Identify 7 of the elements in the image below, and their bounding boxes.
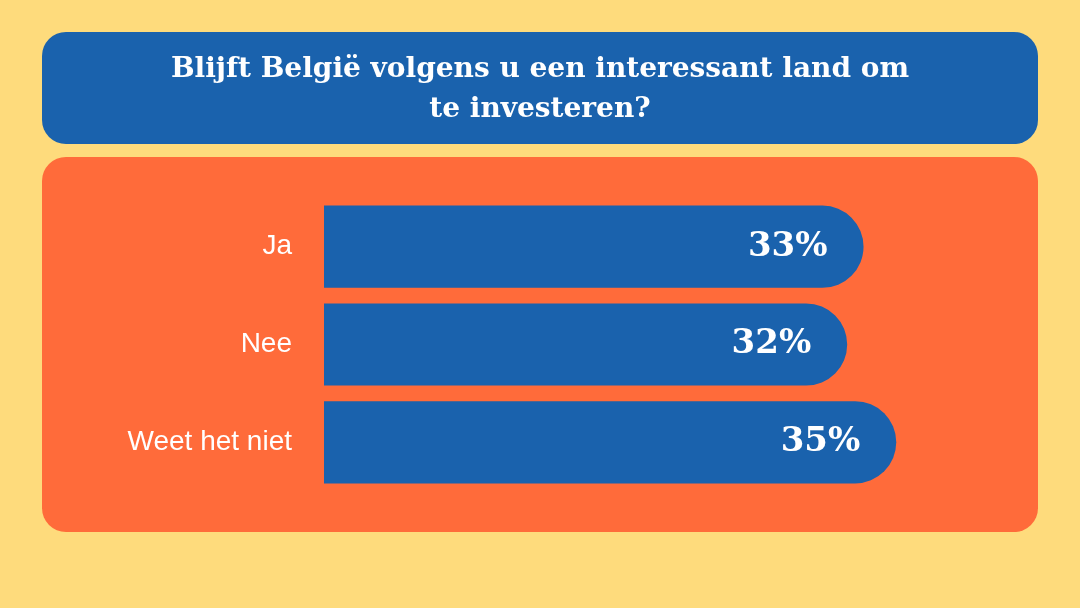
- data-label: 35%: [780, 419, 861, 460]
- y-tick-label: Nee: [240, 327, 292, 359]
- chart-title: Blijft België volgens u een interessant land om te investeren?: [42, 32, 1038, 144]
- y-tick-label: Ja: [262, 229, 293, 261]
- y-tick-label: Weet het niet: [127, 425, 293, 457]
- data-label: 32%: [731, 321, 812, 362]
- data-label: 33%: [747, 223, 828, 264]
